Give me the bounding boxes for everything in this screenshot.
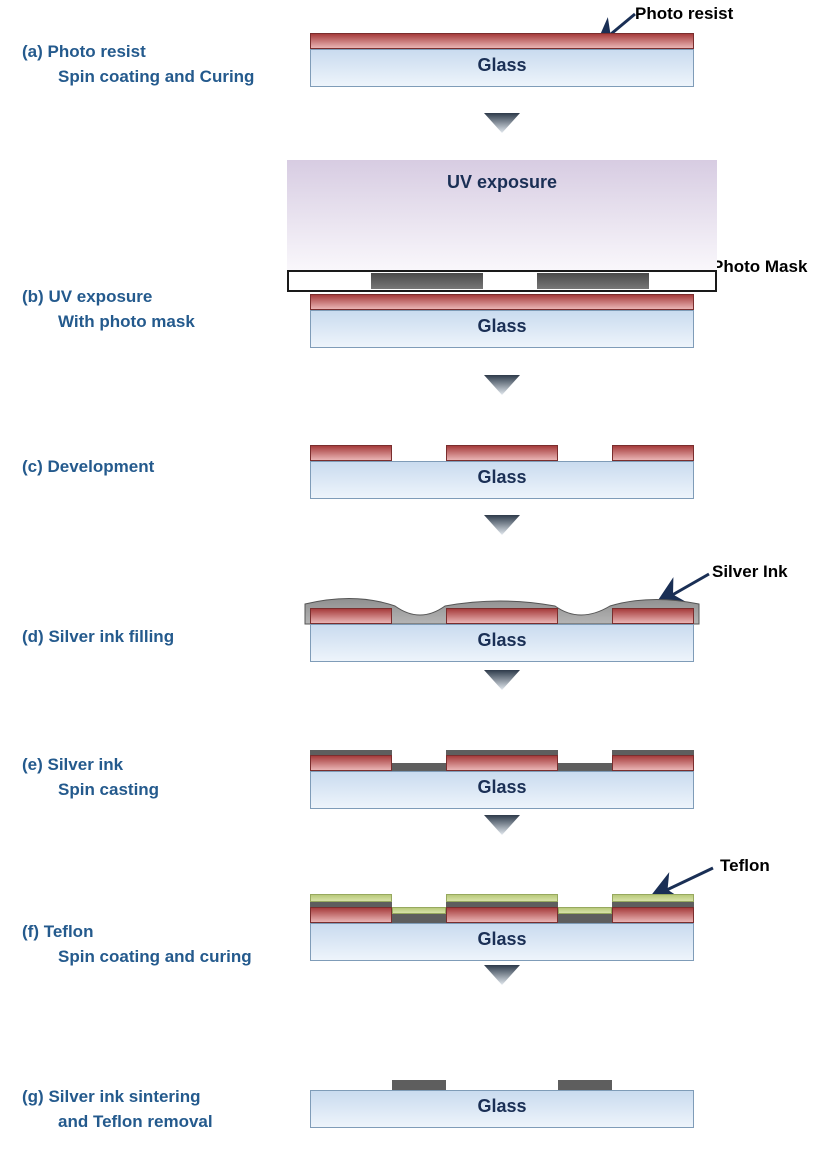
step-b-label: (b) UV exposure With photo mask	[22, 285, 195, 334]
resist-seg-f1	[310, 907, 392, 923]
arrow-ef	[484, 815, 520, 835]
glass-substrate-g	[310, 1090, 694, 1128]
step-b-line1: UV exposure	[48, 287, 152, 306]
step-e-label: (e) Silver ink Spin casting	[22, 753, 159, 802]
step-e-prefix: (e)	[22, 755, 48, 774]
arrow-bc	[484, 375, 520, 395]
step-a-label: (a) Photo resist Spin coating and Curing	[22, 40, 254, 89]
step-e-line1: Silver ink	[48, 755, 124, 774]
resist-seg-d2	[446, 608, 558, 624]
step-d-label: (d) Silver ink filling	[22, 625, 174, 650]
photo-resist-layer-b	[310, 294, 694, 310]
resist-seg-e3	[612, 755, 694, 771]
photo-resist-layer	[310, 33, 694, 49]
step-f-prefix: (f)	[22, 922, 44, 941]
photo-mask-seg-2	[537, 273, 649, 289]
teflon-trench-f2	[558, 907, 612, 914]
silver-trench-e2	[558, 763, 612, 771]
glass-substrate-e	[310, 771, 694, 809]
step-b-line2: With photo mask	[22, 312, 195, 331]
step-g-line2: and Teflon removal	[22, 1112, 213, 1131]
step-g-line1: Silver ink sintering	[48, 1087, 200, 1106]
teflon-trench-f1	[392, 907, 446, 914]
step-f-line1: Teflon	[44, 922, 94, 941]
silver-trench-e1	[392, 763, 446, 771]
photo-mask-seg-1	[371, 273, 483, 289]
resist-seg-c2	[446, 445, 558, 461]
step-c-label: (c) Development	[22, 455, 154, 480]
resist-seg-c1	[310, 445, 392, 461]
step-e-line2: Spin casting	[22, 780, 159, 799]
step-a-line2: Spin coating and Curing	[22, 67, 254, 86]
teflon-seg-f1	[310, 894, 392, 902]
arrow-ab	[484, 113, 520, 133]
resist-seg-d1	[310, 608, 392, 624]
step-c-line1: Development	[48, 457, 155, 476]
step-c-prefix: (c)	[22, 457, 48, 476]
photo-mask-outline	[287, 270, 717, 292]
uv-exposure-label: UV exposure	[447, 172, 557, 193]
step-g-prefix: (g)	[22, 1087, 48, 1106]
step-d-prefix: (d)	[22, 627, 48, 646]
resist-seg-e1	[310, 755, 392, 771]
silver-final-1	[392, 1080, 446, 1090]
glass-substrate	[310, 49, 694, 87]
glass-substrate-d	[310, 624, 694, 662]
step-a-prefix: (a)	[22, 42, 48, 61]
step-f-line2: Spin coating and curing	[22, 947, 252, 966]
arrow-de	[484, 670, 520, 690]
arrow-fg	[484, 965, 520, 985]
resist-seg-e2	[446, 755, 558, 771]
resist-seg-f3	[612, 907, 694, 923]
silver-final-2	[558, 1080, 612, 1090]
glass-substrate-b	[310, 310, 694, 348]
resist-seg-c3	[612, 445, 694, 461]
arrow-cd	[484, 515, 520, 535]
step-g-label: (g) Silver ink sintering and Teflon remo…	[22, 1085, 213, 1134]
step-d-line1: Silver ink filling	[48, 627, 174, 646]
glass-substrate-f	[310, 923, 694, 961]
silver-trench-f1	[392, 914, 446, 923]
teflon-seg-f3	[612, 894, 694, 902]
step-a-line1: Photo resist	[48, 42, 146, 61]
resist-seg-f2	[446, 907, 558, 923]
step-f-label: (f) Teflon Spin coating and curing	[22, 920, 252, 969]
callout-photo-mask: Photo Mask	[712, 257, 807, 277]
teflon-seg-f2	[446, 894, 558, 902]
silver-trench-f2	[558, 914, 612, 923]
glass-substrate-c	[310, 461, 694, 499]
step-b-prefix: (b)	[22, 287, 48, 306]
resist-seg-d3	[612, 608, 694, 624]
